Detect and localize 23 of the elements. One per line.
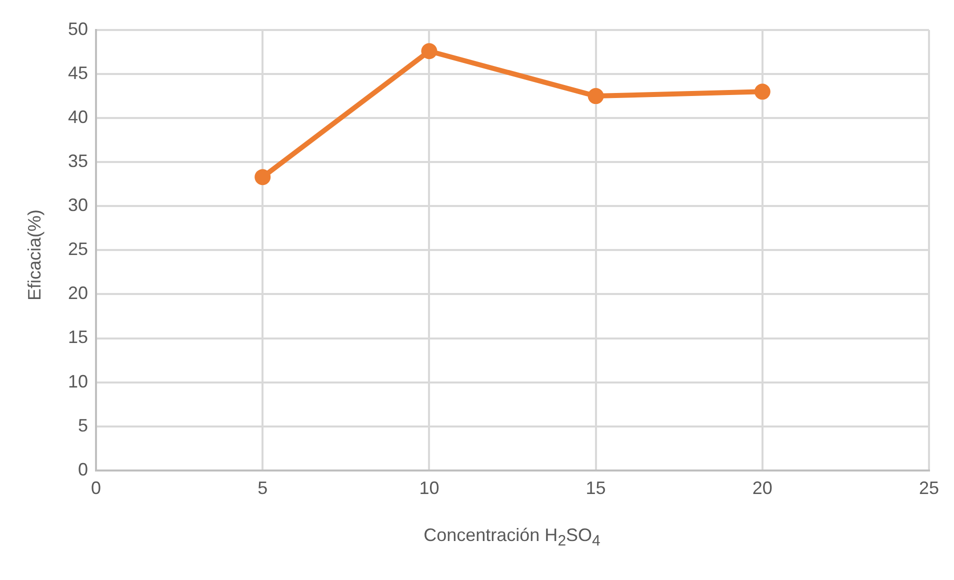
point [588, 88, 604, 104]
y-tick-label: 25 [68, 239, 88, 260]
y-tick-label: 20 [68, 283, 88, 304]
point [754, 84, 770, 100]
x-tick-label: 20 [752, 478, 772, 498]
x-tick-label: 25 [918, 478, 940, 498]
y-tick-label: 45 [68, 63, 88, 84]
point [421, 43, 438, 60]
y-tick-label: 50 [68, 18, 88, 39]
x-tick-label: 10 [419, 478, 440, 498]
x-axis-title: Concentración H$_{2}$SO$_{4}$ [422, 525, 602, 550]
point [254, 169, 271, 186]
y-tick-label: 5 [78, 415, 88, 436]
y-tick-label: 10 [68, 371, 88, 392]
y-tick-label: 0 [78, 459, 88, 480]
y-tick-label: 30 [68, 195, 88, 216]
y-tick-label: 35 [68, 151, 88, 172]
x-tick-label: 5 [258, 478, 268, 498]
y-tick-label: 15 [68, 327, 88, 348]
x-tick-label: 0 [91, 478, 102, 498]
x-tick-label: 15 [586, 478, 606, 498]
y-axis-title: Eficacia(%) [24, 209, 46, 301]
y-tick-label: 40 [68, 107, 88, 128]
